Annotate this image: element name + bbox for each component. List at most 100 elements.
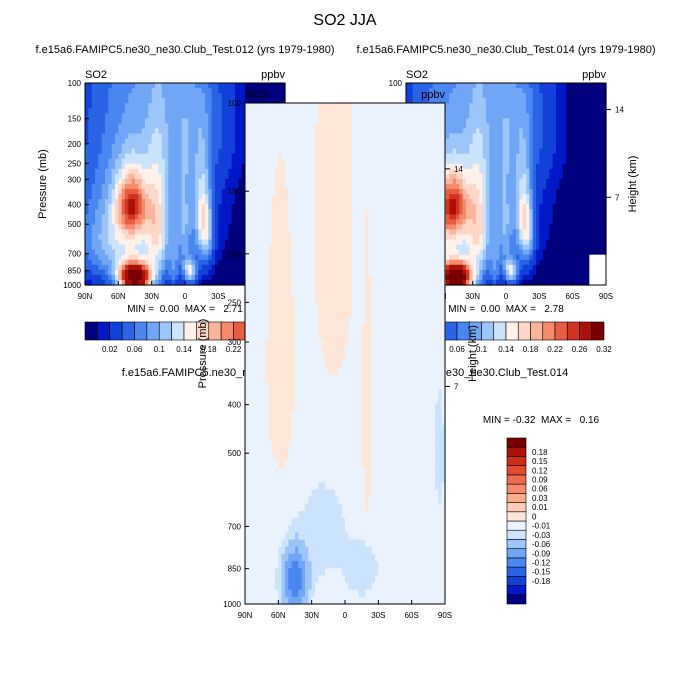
field-cell bbox=[231, 234, 236, 241]
field-cell bbox=[145, 249, 149, 256]
field-cell bbox=[532, 229, 537, 236]
field-cell bbox=[592, 269, 597, 276]
field-cell bbox=[108, 128, 113, 135]
field-cell bbox=[526, 83, 530, 89]
field-cell bbox=[158, 249, 163, 256]
field-cell bbox=[572, 204, 577, 210]
field-cell bbox=[115, 224, 119, 231]
field-cell bbox=[492, 123, 497, 130]
field-cell bbox=[502, 153, 507, 160]
field-cell bbox=[118, 184, 123, 190]
field-cell bbox=[155, 199, 159, 205]
field-cell bbox=[529, 209, 534, 215]
field-cell bbox=[141, 98, 146, 104]
field-cell bbox=[158, 264, 163, 271]
field-cell bbox=[201, 189, 206, 195]
field-cell bbox=[549, 219, 554, 225]
field-cell bbox=[602, 98, 607, 104]
field-cell bbox=[298, 103, 303, 111]
field-cell bbox=[516, 189, 520, 195]
field-cell bbox=[469, 274, 474, 281]
field-cell bbox=[151, 143, 156, 150]
field-cell bbox=[456, 98, 460, 104]
field-cell bbox=[542, 83, 547, 89]
field-cell bbox=[556, 98, 560, 104]
field-cell bbox=[509, 264, 514, 271]
field-cell bbox=[486, 148, 490, 155]
field-cell bbox=[482, 108, 487, 114]
field-cell bbox=[188, 264, 193, 271]
field-cell bbox=[499, 269, 504, 276]
field-cell bbox=[456, 148, 460, 155]
field-cell bbox=[506, 168, 510, 175]
field-cell bbox=[476, 133, 480, 140]
field-cell bbox=[128, 244, 133, 251]
field-cell bbox=[141, 123, 146, 130]
field-cell bbox=[125, 209, 129, 215]
field-cell bbox=[85, 118, 89, 124]
field-cell bbox=[582, 138, 587, 145]
field-cell bbox=[562, 178, 567, 185]
field-cell bbox=[466, 138, 470, 145]
field-cell bbox=[135, 148, 139, 155]
field-cell bbox=[452, 178, 457, 185]
field-cell bbox=[155, 103, 159, 109]
field-cell bbox=[599, 194, 604, 200]
field-cell bbox=[522, 173, 527, 180]
field-cell bbox=[479, 128, 484, 135]
field-cell bbox=[449, 103, 454, 109]
field-cell bbox=[141, 128, 146, 135]
field-cell bbox=[145, 259, 149, 266]
field-cell bbox=[128, 138, 133, 145]
field-cell bbox=[111, 184, 116, 190]
field-cell bbox=[108, 153, 113, 160]
field-cell bbox=[91, 138, 96, 145]
field-cell bbox=[469, 249, 474, 256]
field-cell bbox=[231, 93, 236, 99]
field-cell bbox=[509, 219, 514, 225]
field-cell bbox=[218, 264, 223, 271]
field-cell bbox=[208, 224, 213, 231]
field-cell bbox=[476, 158, 480, 165]
field-cell bbox=[449, 138, 454, 145]
field-cell bbox=[549, 214, 554, 220]
field-cell bbox=[566, 173, 570, 180]
field-cell bbox=[95, 249, 99, 256]
field-cell bbox=[592, 98, 597, 104]
field-cell bbox=[121, 153, 126, 160]
field-cell bbox=[141, 113, 146, 119]
field-cell bbox=[556, 113, 560, 119]
field-cell bbox=[218, 249, 223, 256]
field-cell bbox=[596, 199, 600, 205]
field-cell bbox=[449, 194, 454, 200]
field-cell bbox=[589, 254, 594, 261]
field-cell bbox=[462, 88, 467, 94]
field-cell bbox=[589, 204, 594, 210]
field-cell bbox=[576, 199, 580, 205]
field-cell bbox=[502, 269, 507, 276]
field-cell bbox=[599, 279, 604, 286]
field-cell bbox=[278, 93, 283, 99]
field-cell bbox=[542, 184, 547, 190]
field-cell bbox=[225, 93, 229, 99]
field-cell bbox=[218, 274, 223, 281]
field-cell bbox=[566, 224, 570, 231]
field-cell bbox=[472, 113, 477, 119]
field-cell bbox=[589, 83, 594, 89]
field-cell bbox=[466, 168, 470, 175]
field-cell bbox=[218, 143, 223, 150]
field-cell bbox=[539, 113, 544, 119]
field-cell bbox=[101, 103, 106, 109]
field-cell bbox=[121, 133, 126, 140]
field-cell bbox=[502, 209, 507, 215]
field-cell bbox=[265, 98, 269, 104]
field-cell bbox=[502, 173, 507, 180]
field-cell bbox=[121, 163, 126, 170]
field-cell bbox=[238, 264, 243, 271]
field-cell bbox=[512, 229, 517, 236]
field-cell bbox=[456, 163, 460, 170]
field-cell bbox=[476, 88, 480, 94]
field-cell bbox=[145, 229, 149, 236]
field-cell bbox=[201, 168, 206, 175]
field-cell bbox=[436, 93, 440, 99]
